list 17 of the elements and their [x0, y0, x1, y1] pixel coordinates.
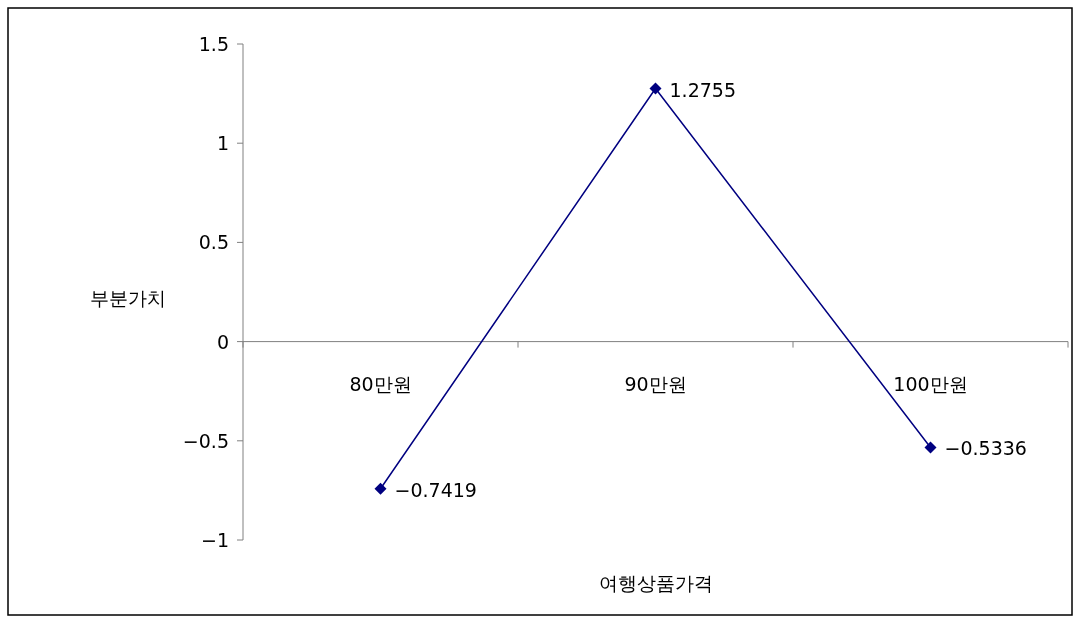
y-tick-label: −1	[200, 529, 229, 551]
y-tick-label: 1	[216, 132, 229, 155]
y-axis-title: 부분가치	[90, 287, 166, 309]
x-tick-label: 100만원	[893, 372, 968, 395]
y-tick-label: −0.5	[182, 429, 229, 452]
x-tick-label: 80만원	[349, 372, 412, 395]
point	[649, 82, 662, 95]
point	[924, 441, 937, 454]
y-tick-label: 0	[216, 330, 229, 353]
y-tick-label: 0.5	[198, 231, 229, 254]
data-label: 1.2755	[669, 78, 736, 101]
x-tick-label: 90만원	[624, 372, 687, 395]
point	[374, 482, 387, 495]
x-axis-title: 여행상품가격	[598, 572, 713, 594]
data-label: −0.5336	[944, 437, 1027, 460]
data-label: −0.7419	[394, 478, 477, 501]
y-tick-label: 1.5	[198, 33, 229, 55]
